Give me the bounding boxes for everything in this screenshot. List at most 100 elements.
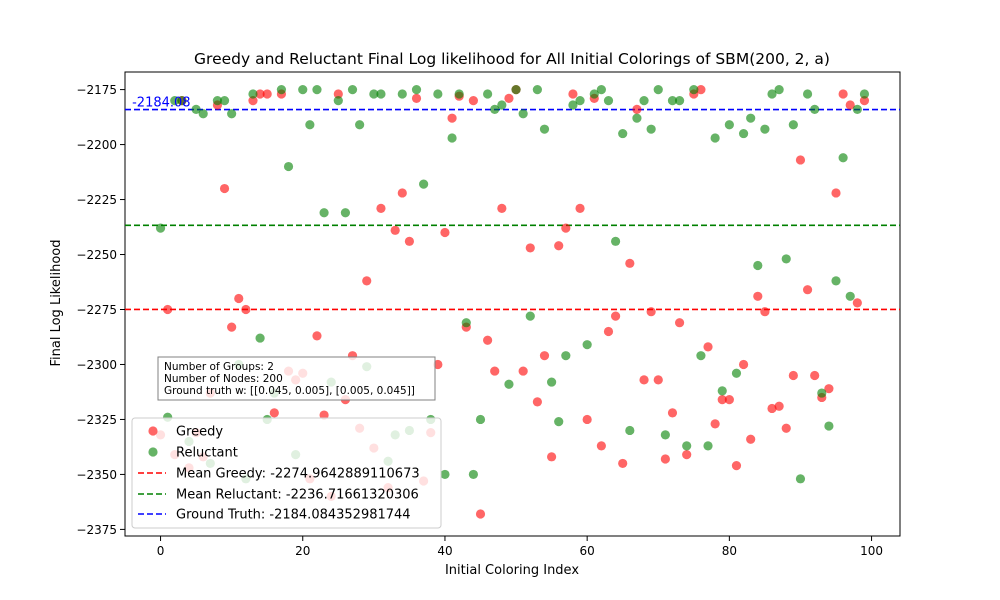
reluctant-point xyxy=(738,128,749,139)
greedy-point xyxy=(646,307,656,317)
greedy-point xyxy=(319,410,329,420)
reluctant-point xyxy=(710,133,720,143)
reluctant-point xyxy=(731,368,742,378)
reluctant-point xyxy=(817,388,827,398)
greedy-point xyxy=(731,461,742,471)
greedy-point xyxy=(234,293,244,304)
chart-title: Greedy and Reluctant Final Log likelihoo… xyxy=(194,50,830,68)
reluctant-point xyxy=(746,113,756,123)
x-tick-label: 0 xyxy=(157,544,165,558)
greedy-point xyxy=(468,95,478,106)
reluctant-point xyxy=(760,124,770,134)
reluctant-point xyxy=(667,95,678,106)
greedy-point xyxy=(518,366,528,376)
greedy-point xyxy=(397,188,407,198)
greedy-point xyxy=(362,276,372,286)
greedy-point xyxy=(475,509,486,519)
reluctant-point xyxy=(461,318,471,328)
greedy-point xyxy=(859,95,870,106)
reluctant-point xyxy=(483,89,493,99)
reluctant-point xyxy=(696,351,706,361)
greedy-point xyxy=(547,452,557,462)
reluctant-point xyxy=(411,84,422,95)
reluctant-point xyxy=(212,95,223,106)
reluctant-point xyxy=(824,421,834,431)
reluctant-point xyxy=(276,84,287,95)
greedy-point xyxy=(767,403,777,414)
reluctant-point xyxy=(376,89,386,99)
greedy-point xyxy=(788,370,798,381)
reluctant-point xyxy=(219,95,230,106)
reluctant-point xyxy=(568,100,578,110)
reluctant-point xyxy=(547,377,557,387)
reluctant-point xyxy=(511,84,521,95)
greedy-point xyxy=(781,423,791,433)
legend-label: Mean Reluctant: -2236.71661320306 xyxy=(176,488,419,503)
legend-marker-greedy xyxy=(148,426,158,436)
greedy-point xyxy=(838,89,848,99)
info-box-line: Number of Nodes: 200 xyxy=(164,373,283,385)
greedy-point xyxy=(802,285,813,295)
reluctant-point xyxy=(319,208,329,218)
greedy-point xyxy=(269,408,279,418)
y-tick-label: −2350 xyxy=(76,468,117,482)
greedy-point xyxy=(390,225,400,235)
reluctant-point xyxy=(781,254,791,264)
greedy-point xyxy=(433,359,443,370)
x-tick-label: 40 xyxy=(437,544,452,558)
reluctant-point xyxy=(603,95,614,106)
greedy-point xyxy=(163,304,173,315)
reluctant-point xyxy=(298,84,308,95)
greedy-point xyxy=(404,236,415,246)
greedy-point xyxy=(490,366,500,376)
x-tick-label: 100 xyxy=(860,544,883,558)
reluctant-point xyxy=(333,95,343,106)
greedy-point xyxy=(603,326,614,337)
reluctant-point xyxy=(561,351,571,361)
greedy-point xyxy=(724,395,734,405)
y-tick-label: −2225 xyxy=(76,193,117,207)
reluctant-point xyxy=(198,109,208,119)
legend-marker-reluctant xyxy=(148,447,158,457)
reluctant-point xyxy=(525,311,535,321)
greedy-point xyxy=(582,414,592,425)
reluctant-point xyxy=(497,100,507,110)
greedy-point xyxy=(831,188,841,198)
reluctant-point xyxy=(646,124,656,134)
greedy-point xyxy=(227,322,237,332)
reluctant-point xyxy=(845,291,855,301)
y-axis-label: Final Log Likelihood xyxy=(49,240,64,367)
legend: Greedy Reluctant Mean Greedy: -2274.964288… xyxy=(131,417,442,529)
reluctant-point xyxy=(767,89,777,99)
greedy-point xyxy=(682,450,692,460)
reluctant-point xyxy=(802,89,813,99)
greedy-point xyxy=(255,89,265,99)
reluctant-point xyxy=(539,124,550,134)
greedy-point xyxy=(746,434,756,444)
reluctant-point xyxy=(838,153,848,163)
reluctant-point xyxy=(724,120,734,130)
reluctant-point xyxy=(589,89,599,99)
y-tick-label: −2325 xyxy=(76,413,117,427)
reluctant-point xyxy=(831,276,841,286)
greedy-point xyxy=(483,335,493,345)
reluctant-point xyxy=(504,379,514,389)
legend-frame xyxy=(131,417,442,529)
greedy-point xyxy=(738,359,749,370)
reluctant-point xyxy=(532,84,542,95)
reluctant-point xyxy=(682,441,692,451)
reluctant-point xyxy=(255,333,265,343)
greedy-point xyxy=(810,370,820,381)
y-tick-label: −2275 xyxy=(76,303,117,317)
greedy-point xyxy=(447,113,457,123)
greedy-point xyxy=(703,342,713,352)
greedy-point xyxy=(852,298,862,308)
reluctant-point xyxy=(653,84,663,95)
reluctant-point xyxy=(689,84,699,95)
annotations: -2184.08 xyxy=(132,96,190,111)
greedy-point xyxy=(717,395,727,405)
greedy-point xyxy=(660,454,670,464)
reluctant-point xyxy=(170,95,180,106)
reluctant-point xyxy=(177,95,187,106)
reluctant-point xyxy=(248,89,258,99)
